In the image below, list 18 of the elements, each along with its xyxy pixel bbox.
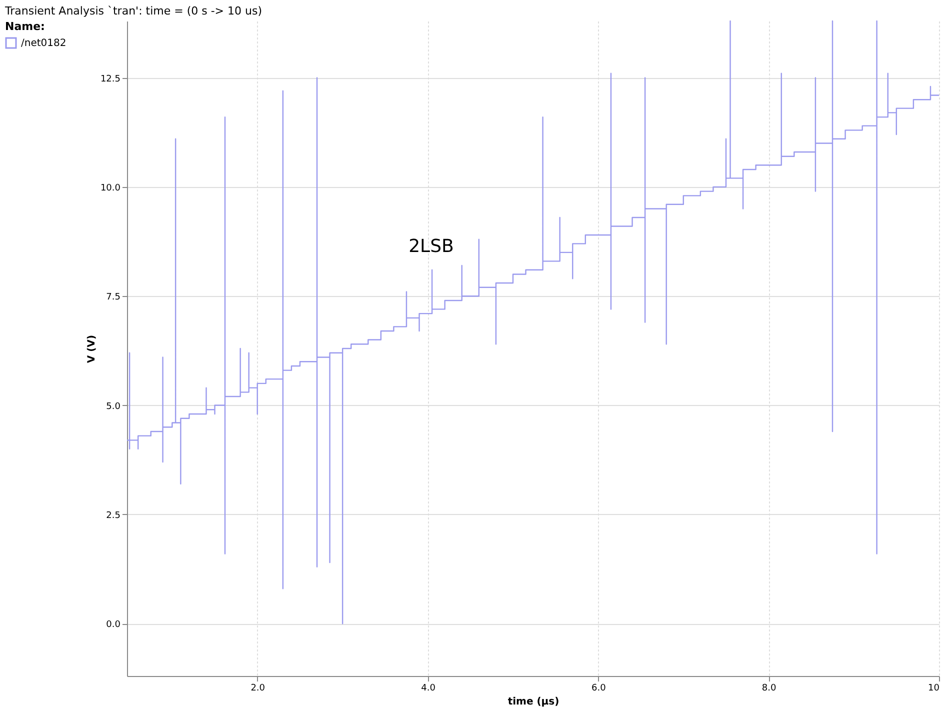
annotation: 2LSB	[408, 236, 454, 258]
y-tick-label: 0.0	[106, 620, 121, 630]
chart-title: Transient Analysis `tran': time = (0 s -> 10 us)	[4, 4, 262, 18]
y-tick-label: 12.5	[100, 74, 120, 84]
legend-title: Name:	[5, 20, 45, 33]
x-tick-label: 8.0	[762, 684, 777, 694]
y-tick-label: 7.5	[106, 292, 120, 303]
x-tick-label: 10	[928, 684, 940, 694]
legend-label: /net0182	[21, 38, 66, 49]
x-tick-label: 4.0	[421, 684, 436, 694]
y-tick-label: 10.0	[100, 183, 121, 194]
y-tick-label: 2.5	[106, 510, 120, 521]
line-series	[126, 20, 940, 624]
y-tick-label: 5.0	[106, 402, 121, 412]
x-axis-title: time (µs)	[508, 696, 560, 708]
x-tick-label: 6.0	[592, 684, 606, 694]
x-tick-label: 2.0	[250, 684, 266, 694]
y-axis-title: V (V)	[86, 334, 98, 364]
